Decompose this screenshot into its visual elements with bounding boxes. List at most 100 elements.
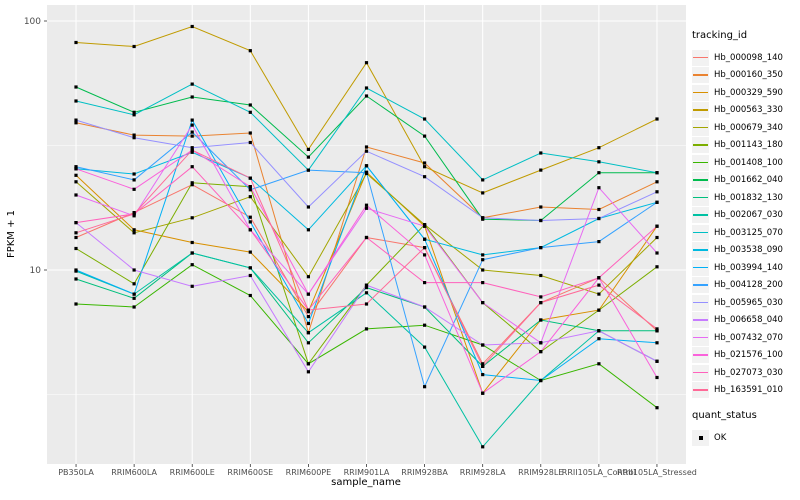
data-point	[364, 206, 369, 210]
data-point	[248, 103, 252, 107]
data-point	[539, 218, 543, 223]
legend-label: Hb_003994_140	[714, 262, 783, 273]
data-point	[539, 205, 543, 209]
legend-label: Hb_006658_040	[714, 315, 783, 326]
legend-item-Hb_005965_030: Hb_005965_030	[692, 294, 798, 312]
data-point	[364, 149, 369, 153]
line-key-icon	[692, 102, 709, 119]
data-point	[190, 146, 194, 150]
legend-item-Hb_163591_010: Hb_163591_010	[692, 382, 798, 400]
x-tick-label: RRIM600PE	[286, 468, 332, 477]
data-point	[74, 121, 78, 125]
data-point	[74, 193, 78, 197]
data-point	[132, 136, 136, 140]
data-point	[306, 155, 310, 159]
data-point	[306, 205, 310, 209]
data-point	[539, 273, 543, 278]
data-point	[132, 113, 136, 117]
y-tick-label: 100	[24, 17, 41, 27]
data-point	[132, 214, 136, 218]
legend-item-quant-ok: OK	[692, 429, 798, 447]
data-point	[364, 291, 369, 295]
data-point	[539, 168, 543, 172]
line-key-icon	[692, 224, 709, 241]
data-point	[306, 321, 310, 326]
data-point	[597, 186, 601, 190]
legend-item-Hb_007432_070: Hb_007432_070	[692, 329, 798, 347]
legend-label: Hb_003125_070	[714, 227, 783, 238]
legend-label: Hb_005965_030	[714, 297, 783, 308]
legend-label: Hb_004128_200	[714, 280, 783, 291]
legend-label: Hb_000329_590	[714, 87, 783, 98]
data-point	[190, 95, 194, 99]
data-point	[539, 350, 543, 354]
data-point	[423, 161, 427, 165]
data-point	[132, 44, 136, 49]
x-tick-label: RRIM928LA	[460, 468, 506, 477]
data-point	[481, 364, 485, 368]
data-point	[597, 216, 601, 221]
data-point	[364, 171, 369, 175]
data-point	[74, 277, 78, 281]
legend-label: Hb_000160_350	[714, 70, 783, 81]
data-point	[539, 246, 543, 250]
data-point	[248, 228, 252, 232]
data-point	[248, 293, 252, 298]
legend-item-Hb_002067_030: Hb_002067_030	[692, 207, 798, 225]
legend-item-Hb_000679_340: Hb_000679_340	[692, 119, 798, 137]
data-point	[306, 308, 310, 312]
x-tick-label: PB350LA	[58, 468, 94, 477]
legend-item-Hb_001662_040: Hb_001662_040	[692, 172, 798, 190]
line-key-icon	[692, 294, 709, 311]
data-point	[190, 130, 194, 134]
data-point	[132, 296, 136, 300]
legend-item-Hb_000563_330: Hb_000563_330	[692, 102, 798, 120]
legend-item-Hb_003538_090: Hb_003538_090	[692, 242, 798, 260]
data-point	[248, 176, 252, 180]
data-point	[655, 265, 659, 269]
legend-item-Hb_004128_200: Hb_004128_200	[692, 277, 798, 295]
data-point	[539, 295, 543, 299]
x-tick-label: RRIM901LA	[344, 468, 390, 477]
legend-label: Hb_000679_340	[714, 122, 783, 133]
data-point	[597, 308, 601, 312]
data-point	[423, 134, 427, 138]
legend-item-Hb_000329_590: Hb_000329_590	[692, 84, 798, 102]
line-key-icon	[692, 364, 709, 381]
data-point	[190, 183, 194, 187]
data-point	[597, 337, 601, 341]
data-point	[74, 40, 78, 45]
data-point	[190, 150, 194, 154]
data-point	[190, 82, 194, 86]
data-point	[597, 146, 601, 150]
y-tick-label: 10	[30, 266, 42, 276]
data-point	[364, 86, 369, 90]
data-point	[423, 246, 427, 250]
data-point	[423, 175, 427, 179]
data-points	[74, 24, 659, 449]
data-point	[248, 140, 252, 145]
legend-label: Hb_003538_090	[714, 245, 783, 256]
line-key-icon	[692, 347, 709, 364]
legend-item-Hb_000160_350: Hb_000160_350	[692, 67, 798, 85]
data-point	[132, 292, 136, 296]
legend-item-Hb_001408_100: Hb_001408_100	[692, 154, 798, 172]
data-point	[74, 99, 78, 103]
data-point	[190, 123, 194, 127]
data-point	[132, 305, 136, 309]
data-point	[190, 251, 194, 255]
data-point	[74, 180, 78, 184]
legend: tracking_id Hb_000098_140 Hb_000160_350 Hb…	[692, 30, 798, 447]
data-point	[132, 110, 136, 114]
data-point	[132, 212, 136, 216]
data-point	[655, 235, 659, 240]
data-point	[364, 302, 369, 306]
legend-title-quant-status: quant_status	[692, 410, 757, 421]
legend-label: Hb_001408_100	[714, 157, 783, 168]
data-point	[655, 190, 659, 194]
data-point	[481, 445, 485, 449]
data-point	[306, 292, 310, 296]
data-point	[481, 253, 485, 257]
data-point	[74, 268, 78, 272]
data-point	[190, 263, 194, 267]
